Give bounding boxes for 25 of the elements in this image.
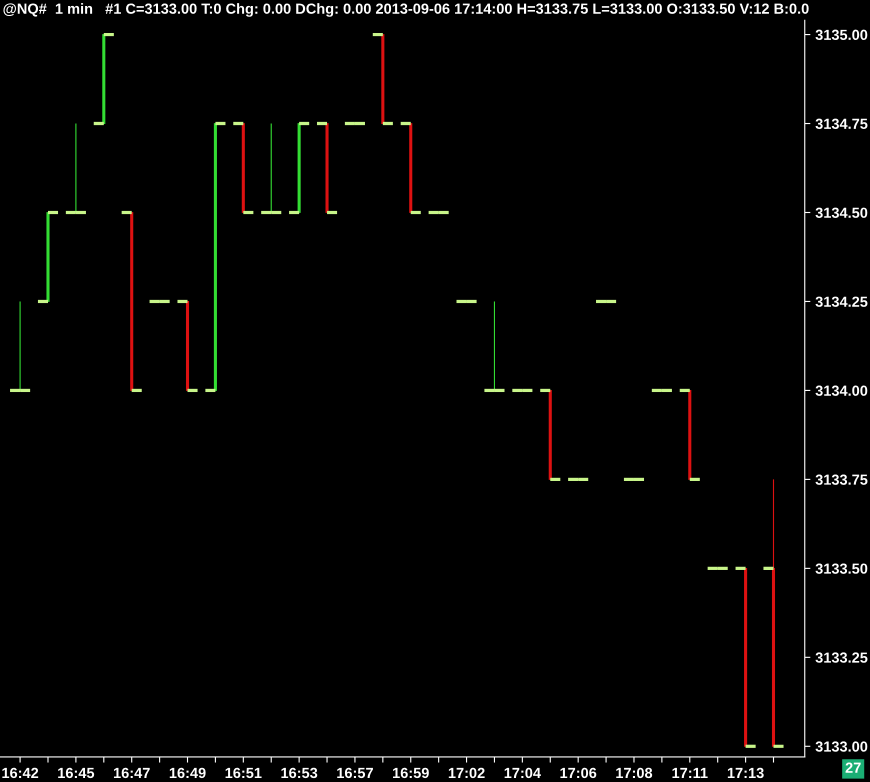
y-tick-label: 3134.00 [816,386,868,396]
x-tick-label: 16:45 [58,768,94,778]
y-tick-label: 3133.75 [816,474,868,485]
x-tick-label: 17:02 [448,768,485,778]
x-tick-label: 17:11 [672,768,708,778]
x-tick-label: 16:57 [337,768,373,778]
y-tick-label: 3135.00 [816,30,868,40]
chart-title: @NQ# 1 min #1 C=3133.00 T:0 Chg: 0.00 DChg: 0.00 2013-09-06 17:14:00 H=3133.75 L=3133.00 O:3133.50 V:12 B:0.0 [3,3,809,17]
y-tick-label: 3133.50 [816,563,868,574]
x-tick-label: 16:53 [281,768,318,778]
y-tick-label: 3133.25 [816,652,868,663]
y-tick-label: 3133.00 [816,741,868,752]
x-tick-label: 16:42 [2,768,38,778]
x-tick-label: 16:59 [393,768,429,778]
y-tick-label: 3134.50 [816,208,868,218]
x-tick-label: 16:49 [170,768,206,778]
text: 27 [846,762,861,773]
x-tick-label: 17:06 [560,768,596,778]
x-tick-label: 16:47 [114,768,150,778]
x-tick-label: 17:08 [616,768,652,778]
y-tick-label: 3134.25 [816,296,868,307]
y-tick-label: 3134.75 [816,118,868,129]
x-tick-label: 17:04 [504,768,541,778]
x-tick-label: 16:51 [226,768,262,778]
x-tick-label: 17:13 [728,768,764,778]
